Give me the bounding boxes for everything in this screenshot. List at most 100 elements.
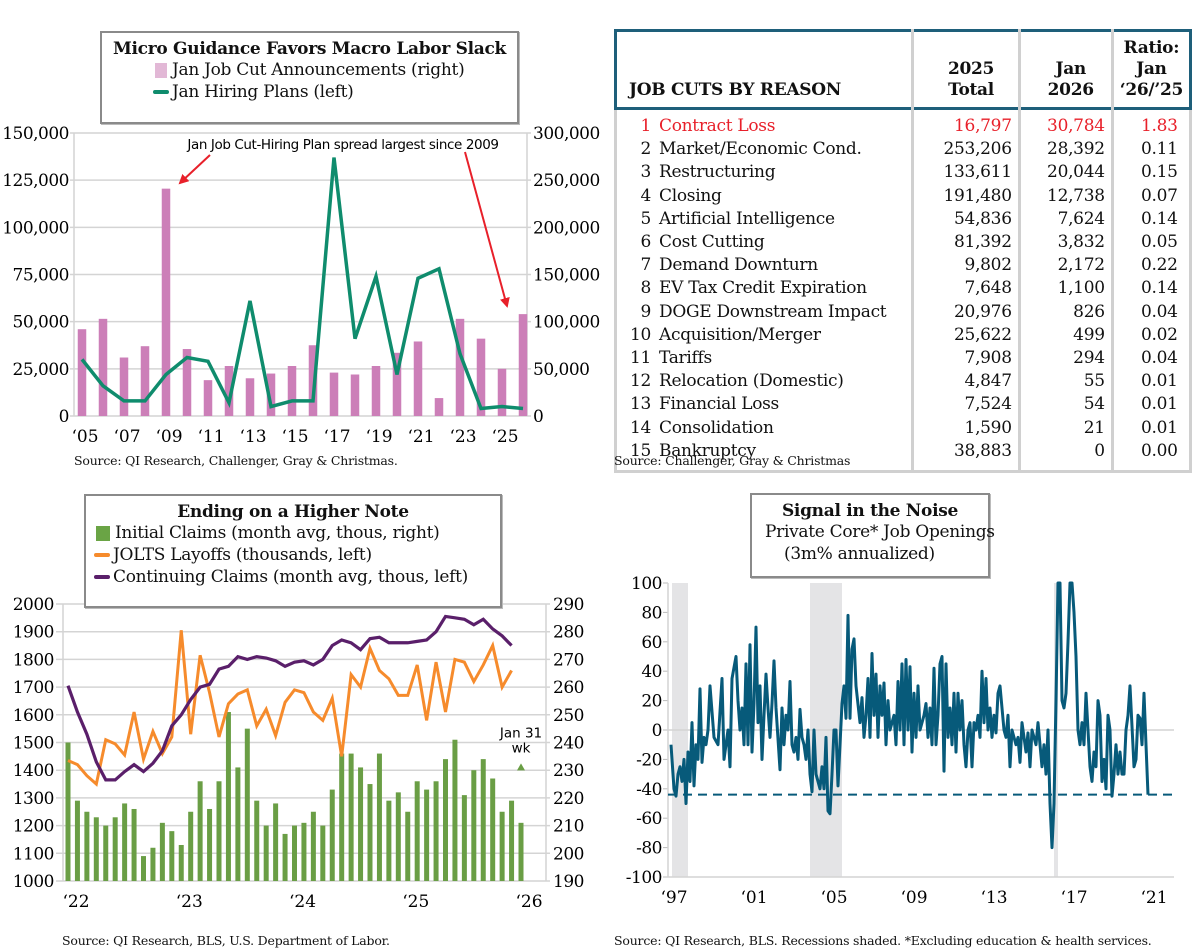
table-body: 1 Contract Loss 16,797 30,784 1.83 2 Market/Ec… — [615, 108, 1191, 472]
table-row: 4 Closing 191,480 12,738 0.07 — [616, 184, 1191, 208]
x-tick-label: ‘25 — [491, 427, 518, 447]
job-cut-bar — [476, 338, 486, 416]
y-right-tick-label: 260 — [553, 678, 584, 698]
y-left-tick-label: 125,000 — [2, 171, 69, 191]
initial-claims-bar — [197, 781, 203, 881]
ratio-cell: 0.01 — [1110, 370, 1191, 394]
reason-cell: 12 Relocation (Domestic) — [616, 370, 913, 393]
source-note: Source: Challenger, Gray & Christmas — [614, 453, 851, 468]
initial-claims-bar — [244, 728, 250, 881]
initial-claims-bar — [339, 753, 345, 881]
table-row: 9 DOGE Downstream Impact 20,976 826 0.04 — [616, 300, 1191, 324]
x-tick-label: ‘17 — [323, 427, 350, 447]
ratio-cell: 0.02 — [1110, 323, 1191, 348]
job-cut-bar — [287, 366, 297, 416]
bar-swatch-icon — [96, 525, 110, 541]
jan-2026-cell: 294 — [1017, 347, 1113, 371]
y-tick-label: 80 — [641, 603, 662, 623]
bar-swatch-icon — [155, 62, 167, 78]
chart-micro-guidance-plot: 150,000 300,000 125,000 250,000 100,000 200,0… — [2, 124, 600, 447]
reason-cell: 1 Contract Loss — [616, 109, 913, 139]
job-cut-bar — [392, 352, 402, 416]
legend-label: Private Core* Job Openings — [765, 522, 995, 542]
chart-micro-guidance: 150,000 300,000 125,000 250,000 100,000 200,0… — [0, 0, 600, 480]
initial-claims-bar — [188, 811, 194, 881]
initial-claims-bar — [273, 803, 279, 881]
total-2025-cell: 253,206 — [911, 138, 1020, 162]
initial-claims-bar — [499, 811, 505, 881]
initial-claims-bar — [452, 739, 458, 881]
initial-claims-bar — [310, 811, 316, 881]
reason: Bankruptcy — [659, 440, 756, 461]
rank: 7 — [640, 255, 651, 276]
job-cut-bar — [203, 380, 213, 416]
initial-claims-bar — [254, 800, 260, 881]
col-header-ratio: Ratio: Jan ‘26/’25 — [1110, 30, 1191, 109]
jan-2026-cell: 21 — [1017, 416, 1113, 440]
legend-item-job-openings-sub: (3m% annualized) — [784, 543, 988, 565]
initial-claims-bar — [348, 753, 354, 881]
chart-higher-note-plot: 2000 290 1900 280 1800 270 1700 260 1600 250 1500 2… — [13, 595, 585, 912]
continuing-claims-line — [66, 614, 513, 782]
initial-claims-bar — [178, 844, 184, 881]
table-title: JOB CUTS BY REASON — [629, 80, 841, 100]
y-left-tick-label: 50,000 — [13, 313, 69, 333]
table-header-row: JOB CUTS BY REASON 2025 Total Jan 2026 R… — [615, 30, 1191, 109]
rank: 13 — [629, 394, 651, 415]
total-2025-cell: 20,976 — [911, 300, 1020, 324]
x-tick-label: ‘19 — [365, 427, 392, 447]
initial-claims-bar — [433, 781, 439, 881]
total-2025-cell: 81,392 — [911, 231, 1020, 255]
line-swatch-icon — [94, 553, 110, 557]
job-cut-bar — [413, 341, 423, 416]
table-row: 15 Bankruptcy 38,883 0 0.00 — [616, 439, 1191, 472]
y-right-tick-label: 190 — [553, 872, 584, 892]
initial-claims-bar — [395, 792, 401, 881]
initial-claims-bar — [103, 825, 109, 881]
annotation-text: wk — [512, 740, 531, 756]
reason-cell: 15 Bankruptcy — [616, 440, 913, 472]
chart-signal-noise: 100 80 60 40 20 0 -20 -40 -60 -80 -100 ‘97 ‘01 ‘05 ‘09… — [600, 480, 1200, 951]
y-tick-label: 60 — [641, 633, 662, 653]
jan-2026-cell: 1,100 — [1017, 277, 1113, 301]
ratio-cell: 0.01 — [1110, 393, 1191, 417]
jan-2026-cell: 499 — [1017, 323, 1113, 348]
hiring-plans-line — [80, 157, 524, 411]
ratio-cell: 0.04 — [1110, 347, 1191, 371]
initial-claims-bar — [329, 789, 335, 881]
y-tick-label: -20 — [636, 750, 662, 770]
job-cut-bar — [497, 368, 507, 416]
source-note: Source: QI Research, BLS. Recessions sha… — [614, 933, 1152, 948]
initial-claims-bar — [235, 767, 241, 881]
reason: Consolidation — [659, 417, 774, 438]
jan-2026-cell: 7,624 — [1017, 207, 1113, 232]
initial-claims-bar — [518, 822, 524, 881]
initial-claims-bar — [386, 800, 392, 881]
reason-cell: 4 Closing — [616, 185, 913, 208]
job-cut-bar — [266, 373, 276, 416]
header-line: Ratio: Jan — [1123, 38, 1180, 79]
ratio-cell: 1.83 — [1110, 108, 1191, 139]
jan-2026-cell: 55 — [1017, 370, 1113, 394]
initial-claims-bar — [74, 800, 80, 881]
legend-label: Continuing Claims (month avg, thous, lef… — [113, 567, 468, 587]
y-right-tick-label: 250,000 — [533, 171, 600, 191]
y-left-tick-label: 0 — [59, 407, 69, 427]
y-left-tick-label: 1900 — [13, 623, 54, 643]
legend-item-jolts-layoffs: JOLTS Layoffs (thousands, left) — [94, 544, 500, 566]
y-left-tick-label: 25,000 — [13, 360, 69, 380]
job-cut-bar — [455, 318, 465, 416]
triangle-marker-icon — [517, 763, 525, 771]
y-left-tick-label: 100,000 — [2, 218, 69, 238]
initial-claims-bar — [141, 856, 146, 881]
total-2025-cell: 133,611 — [911, 161, 1020, 185]
y-right-tick-label: 300,000 — [533, 124, 600, 144]
legend-item-job-cuts: Jan Job Cut Announcements (right) — [155, 59, 517, 81]
initial-claims-bar — [490, 778, 496, 881]
reason-cell: 14 Consolidation — [616, 417, 913, 440]
y-left-tick-label: 1000 — [13, 872, 54, 892]
ratio-cell: 0.14 — [1110, 207, 1191, 232]
x-tick-label: ‘97 — [660, 888, 687, 908]
annotation-arrow-2009 — [178, 154, 211, 185]
legend-item-hiring-plans: Jan Hiring Plans (left) — [153, 81, 517, 103]
